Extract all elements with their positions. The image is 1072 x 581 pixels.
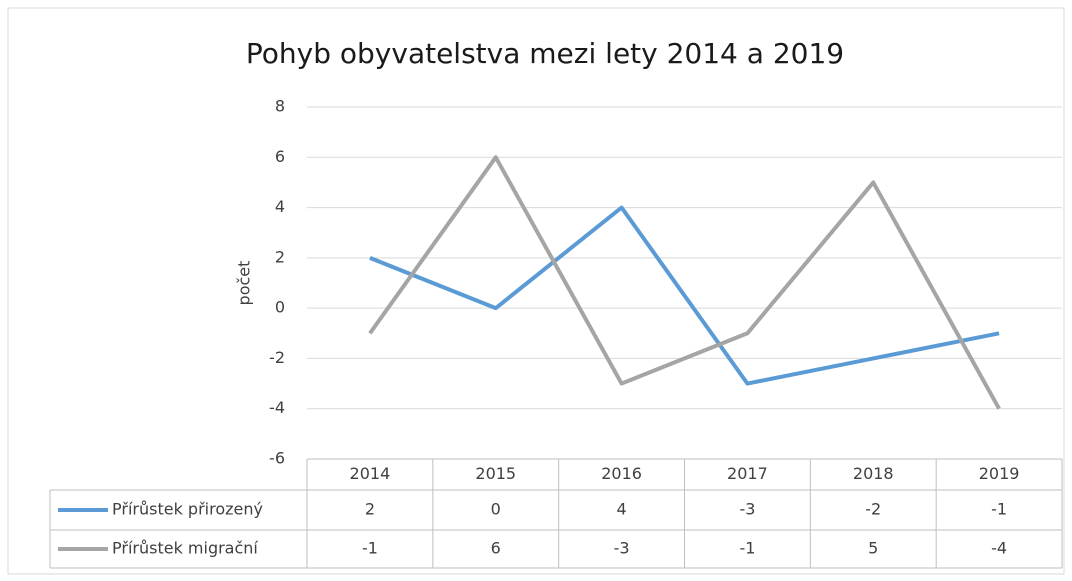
y-tick-label: -6 bbox=[269, 449, 285, 468]
table-cell: -4 bbox=[991, 539, 1007, 558]
table-cell: -2 bbox=[865, 500, 881, 519]
y-tick-label: 2 bbox=[275, 247, 285, 266]
chart-title: Pohyb obyvatelstva mezi lety 2014 a 2019 bbox=[246, 37, 844, 70]
series-line bbox=[369, 205, 1000, 386]
x-tick-label: 2019 bbox=[979, 464, 1020, 483]
table-cell: -1 bbox=[991, 500, 1007, 519]
y-tick-label: 8 bbox=[275, 97, 285, 116]
legend-label: Přírůstek migrační bbox=[112, 539, 258, 558]
table-cell: 0 bbox=[491, 500, 501, 519]
table-cell: 4 bbox=[616, 500, 626, 519]
table-cell: -1 bbox=[362, 539, 378, 558]
x-tick-label: 2015 bbox=[475, 464, 516, 483]
series-line bbox=[368, 155, 1001, 410]
x-tick-label: 2018 bbox=[853, 464, 894, 483]
y-tick-label: 6 bbox=[275, 147, 285, 166]
table-cell: 6 bbox=[491, 539, 501, 558]
x-tick-label: 2016 bbox=[601, 464, 642, 483]
chart-border bbox=[7, 7, 1065, 575]
y-axis-label: počet bbox=[235, 261, 254, 306]
x-tick-label: 2017 bbox=[727, 464, 768, 483]
y-tick-label: -4 bbox=[269, 398, 285, 417]
table-cell: -3 bbox=[614, 539, 630, 558]
y-tick-label: -2 bbox=[269, 348, 285, 367]
legend-label: Přírůstek přirozený bbox=[112, 500, 263, 519]
table-cell: 2 bbox=[365, 500, 375, 519]
y-tick-label: 4 bbox=[275, 197, 285, 216]
table-cell: -3 bbox=[739, 500, 755, 519]
table-cell: -1 bbox=[739, 539, 755, 558]
y-tick-label: 0 bbox=[275, 298, 285, 317]
x-tick-label: 2014 bbox=[350, 464, 391, 483]
table-cell: 5 bbox=[868, 539, 878, 558]
